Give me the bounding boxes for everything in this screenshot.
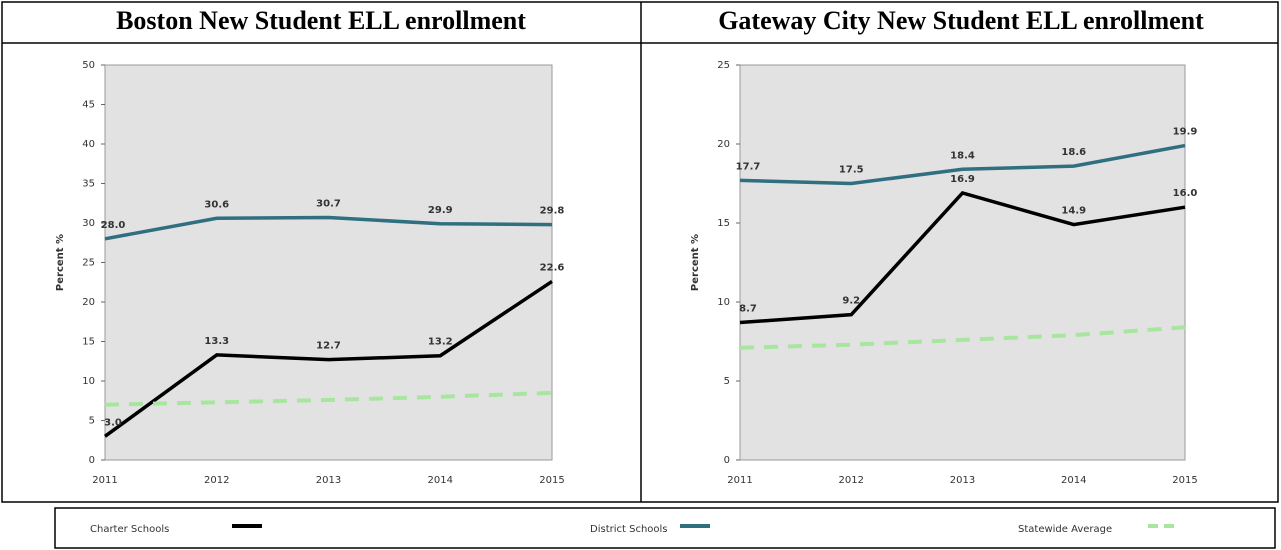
chart-title: Gateway City New Student ELL enrollment — [718, 6, 1204, 35]
y-tick-label: 10 — [717, 297, 730, 308]
y-tick-label: 25 — [717, 60, 730, 71]
y-tick-label: 0 — [724, 455, 730, 466]
x-tick-label: 2014 — [1061, 475, 1086, 486]
series-line — [104, 390, 553, 407]
x-tick-label: 2014 — [428, 475, 453, 486]
data-label: 19.9 — [1173, 127, 1198, 138]
y-tick-label: 15 — [82, 337, 95, 348]
table-frame — [1, 1, 1279, 503]
x-tick-label: 2013 — [316, 475, 341, 486]
x-tick-label: 2011 — [92, 475, 117, 486]
legend-label: Charter Schools — [90, 524, 169, 535]
series-line — [739, 325, 1186, 350]
y-axis-label: Percent % — [55, 234, 66, 291]
y-tick-label: 0 — [89, 455, 95, 466]
data-label: 12.7 — [316, 341, 341, 352]
data-label: 30.7 — [316, 198, 341, 209]
data-label: 16.0 — [1173, 188, 1198, 199]
y-tick-label: 10 — [82, 376, 95, 387]
x-tick-label: 2012 — [204, 475, 229, 486]
data-label: 14.9 — [1061, 206, 1086, 217]
y-tick-label: 5 — [89, 416, 95, 427]
x-tick-label: 2015 — [539, 475, 564, 486]
y-tick-label: 20 — [82, 297, 95, 308]
data-label: 29.9 — [428, 205, 453, 216]
y-axis-label: Percent % — [690, 234, 701, 291]
data-label: 29.8 — [540, 206, 565, 217]
x-tick-label: 2015 — [1172, 475, 1197, 486]
y-tick-label: 5 — [724, 376, 730, 387]
series-line — [739, 143, 1186, 186]
legend-label: District Schools — [590, 524, 668, 535]
y-tick-label: 30 — [82, 218, 95, 229]
data-label: 13.2 — [428, 337, 453, 348]
series-line — [104, 215, 553, 241]
data-label: 3.0 — [104, 417, 122, 428]
data-label: 16.9 — [950, 174, 975, 185]
y-tick-label: 20 — [717, 139, 730, 150]
data-label: 17.7 — [736, 161, 761, 172]
y-tick-label: 45 — [82, 100, 95, 111]
plot-area — [739, 64, 1186, 461]
data-label: 22.6 — [540, 262, 565, 273]
y-tick-label: 35 — [82, 179, 95, 190]
y-tick-label: 15 — [717, 218, 730, 229]
data-label: 9.2 — [842, 296, 860, 307]
data-label: 18.6 — [1061, 147, 1086, 158]
y-tick-label: 40 — [82, 139, 95, 150]
series-line — [739, 191, 1186, 325]
data-label: 13.3 — [204, 336, 229, 347]
y-tick-label: 50 — [82, 60, 95, 71]
legend-box — [54, 507, 1276, 549]
x-tick-label: 2013 — [950, 475, 975, 486]
data-label: 28.0 — [101, 220, 126, 231]
data-label: 8.7 — [739, 304, 757, 315]
x-tick-label: 2011 — [727, 475, 752, 486]
chart-title: Boston New Student ELL enrollment — [116, 6, 526, 35]
x-tick-label: 2012 — [839, 475, 864, 486]
series-line — [103, 280, 553, 438]
data-label: 30.6 — [204, 199, 229, 210]
legend-label: Statewide Average — [1018, 524, 1112, 535]
data-label: 18.4 — [950, 150, 975, 161]
data-label: 17.5 — [839, 165, 864, 176]
y-tick-label: 25 — [82, 258, 95, 269]
